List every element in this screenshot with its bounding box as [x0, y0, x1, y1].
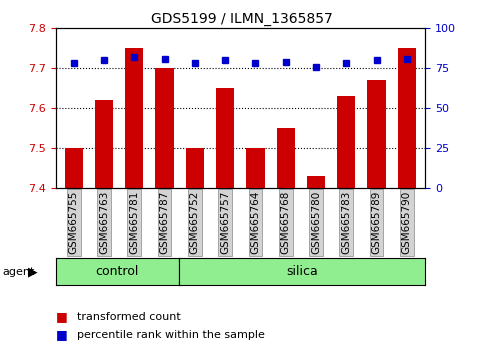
Bar	[368, 80, 385, 188]
Text: silica: silica	[286, 265, 318, 278]
Bar	[337, 96, 355, 188]
Bar	[216, 88, 234, 188]
Bar	[65, 148, 83, 188]
Bar	[277, 128, 295, 188]
Bar	[398, 48, 416, 188]
Text: transformed count: transformed count	[77, 312, 181, 322]
Text: ■: ■	[56, 328, 67, 341]
Text: control: control	[96, 265, 139, 278]
Text: ▶: ▶	[28, 265, 38, 278]
Bar	[307, 176, 325, 188]
Bar	[186, 148, 204, 188]
Bar	[125, 48, 143, 188]
Bar	[156, 68, 174, 188]
Text: percentile rank within the sample: percentile rank within the sample	[77, 330, 265, 339]
Text: agent: agent	[2, 267, 35, 277]
Bar	[246, 148, 265, 188]
Text: GDS5199 / ILMN_1365857: GDS5199 / ILMN_1365857	[151, 12, 332, 27]
Text: ■: ■	[56, 310, 67, 323]
Bar	[95, 100, 113, 188]
